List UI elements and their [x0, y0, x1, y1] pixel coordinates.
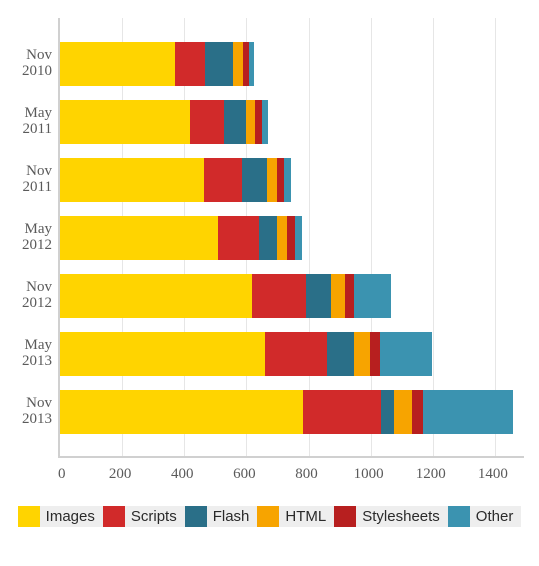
y-label-line1: Nov [10, 280, 52, 296]
x-axis-tick: 1200 [416, 466, 446, 483]
bar-segment-flash [306, 274, 330, 318]
y-label-line1: May [10, 222, 52, 238]
x-axis-tick: 800 [295, 466, 318, 483]
y-label-line2: 2013 [10, 354, 52, 370]
bar-segment-other [284, 158, 291, 202]
bar-segment-stylesheets [370, 332, 380, 376]
legend-label: Images [40, 506, 103, 527]
bar-segment-other [249, 42, 255, 86]
bar-segment-images [60, 390, 303, 434]
x-axis-tick: 400 [171, 466, 194, 483]
bar-segment-html [246, 100, 255, 144]
y-axis-label: May2013 [10, 338, 52, 370]
legend-item-scripts: Scripts [103, 506, 185, 527]
legend: Images Scripts Flash HTML Stylesheets Other [10, 506, 529, 527]
x-axis-tick: 1400 [478, 466, 508, 483]
y-axis-label: Nov2010 [10, 48, 52, 80]
legend-item-flash: Flash [185, 506, 258, 527]
y-label-line1: Nov [10, 48, 52, 64]
bar-segment-flash [224, 100, 246, 144]
y-label-line2: 2011 [10, 180, 52, 196]
bar-segment-images [60, 100, 190, 144]
y-label-line1: Nov [10, 396, 52, 412]
bar-segment-images [60, 274, 252, 318]
legend-item-html: HTML [257, 506, 334, 527]
bar-segment-html [233, 42, 242, 86]
bar-segment-other [262, 100, 268, 144]
bar-segment-stylesheets [345, 274, 354, 318]
bar-segment-scripts [303, 390, 381, 434]
legend-item-images: Images [18, 506, 103, 527]
legend-swatch [334, 506, 356, 527]
bar-segment-stylesheets [287, 216, 295, 260]
bar-segment-images [60, 158, 204, 202]
bar-segment-flash [327, 332, 353, 376]
y-label-line1: May [10, 106, 52, 122]
bar-segment-other [295, 216, 302, 260]
y-axis-label: Nov2011 [10, 164, 52, 196]
legend-label: Stylesheets [356, 506, 448, 527]
bar-segment-flash [259, 216, 278, 260]
legend-label: HTML [279, 506, 334, 527]
bar-segment-stylesheets [277, 158, 285, 202]
bar-segment-images [60, 216, 218, 260]
y-label-line1: Nov [10, 164, 52, 180]
stacked-bar-chart: Nov2010May2011Nov2011May2012Nov2012May20… [10, 10, 529, 500]
bar-segment-flash [205, 42, 233, 86]
bar-segment-scripts [204, 158, 241, 202]
y-label-line2: 2012 [10, 296, 52, 312]
bar-segment-html [267, 158, 277, 202]
bar-segment-scripts [265, 332, 327, 376]
legend-label: Other [470, 506, 522, 527]
x-axis-tick: 0 [58, 466, 66, 483]
bar-segment-other [423, 390, 513, 434]
legend-swatch [448, 506, 470, 527]
bar-segment-stylesheets [412, 390, 423, 434]
plot-area [58, 18, 524, 458]
x-axis-tick: 200 [109, 466, 132, 483]
bar-segment-flash [242, 158, 267, 202]
legend-swatch [257, 506, 279, 527]
bar-segment-scripts [218, 216, 258, 260]
bar-segment-images [60, 332, 265, 376]
bar-segment-stylesheets [255, 100, 262, 144]
bar-segment-scripts [190, 100, 224, 144]
y-axis-label: Nov2013 [10, 396, 52, 428]
x-axis-tick: 1000 [354, 466, 384, 483]
y-axis-label: May2011 [10, 106, 52, 138]
bar-segment-images [60, 42, 175, 86]
bar-segment-flash [381, 390, 394, 434]
y-label-line2: 2010 [10, 64, 52, 80]
legend-item-stylesheets: Stylesheets [334, 506, 448, 527]
legend-item-other: Other [448, 506, 522, 527]
bar-segment-html [394, 390, 413, 434]
legend-label: Scripts [125, 506, 185, 527]
bar-segment-other [354, 274, 391, 318]
legend-swatch [103, 506, 125, 527]
y-label-line2: 2011 [10, 122, 52, 138]
bar-segment-html [354, 332, 370, 376]
bar-segment-scripts [252, 274, 306, 318]
x-axis-tick: 600 [233, 466, 256, 483]
y-label-line2: 2012 [10, 238, 52, 254]
x-axis-labels: 0 200 400 600 800 1000 1200 1400 [58, 466, 524, 496]
y-axis-label: Nov2012 [10, 280, 52, 312]
y-axis-label: May2012 [10, 222, 52, 254]
y-label-line2: 2013 [10, 412, 52, 428]
legend-swatch [185, 506, 207, 527]
bar-segment-html [277, 216, 287, 260]
bar-segment-scripts [175, 42, 205, 86]
bar-segment-other [380, 332, 433, 376]
y-label-line1: May [10, 338, 52, 354]
legend-label: Flash [207, 506, 258, 527]
bar-segment-html [331, 274, 345, 318]
legend-swatch [18, 506, 40, 527]
